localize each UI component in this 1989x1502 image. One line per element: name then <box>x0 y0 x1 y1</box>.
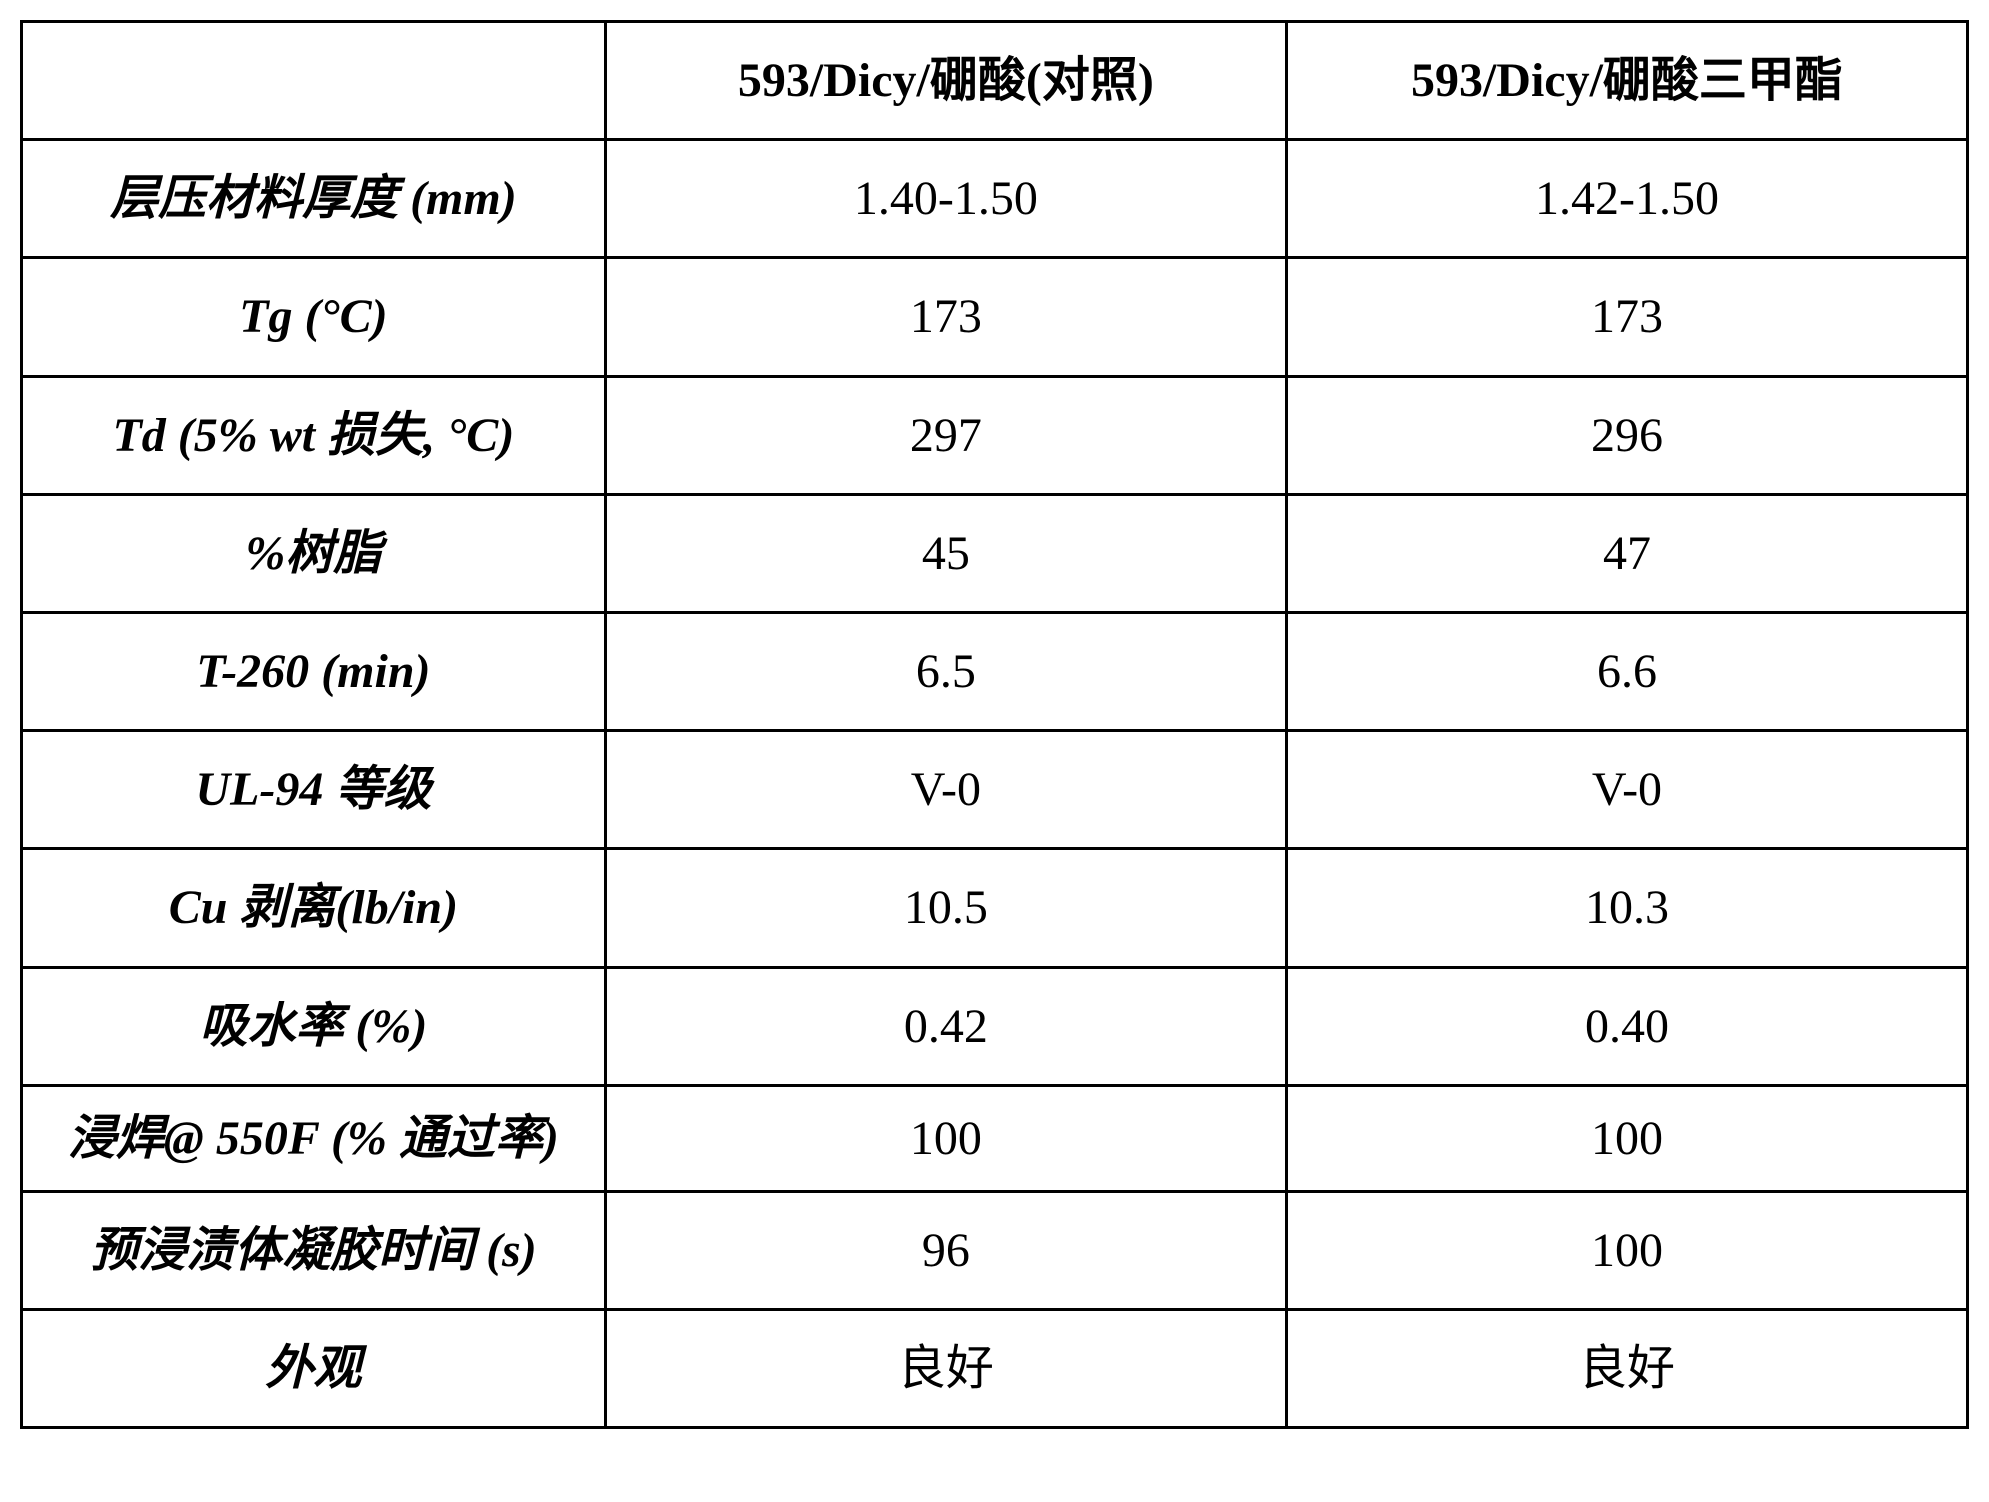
table-row: Cu 剥离(lb/in) 10.5 10.3 <box>22 849 1968 967</box>
row-value-col2: 296 <box>1286 376 1967 494</box>
row-value-col2: 100 <box>1286 1085 1967 1191</box>
row-value-col1: 173 <box>605 258 1286 376</box>
row-label: T-260 (min) <box>22 612 606 730</box>
row-value-col1: 0.42 <box>605 967 1286 1085</box>
table-row: 层压材料厚度 (mm) 1.40-1.50 1.42-1.50 <box>22 140 1968 258</box>
row-label: 预浸渍体凝胶时间 (s) <box>22 1191 606 1309</box>
row-value-col2: 0.40 <box>1286 967 1967 1085</box>
table-row: UL-94 等级 V-0 V-0 <box>22 731 1968 849</box>
table-header-col2: 593/Dicy/硼酸三甲酯 <box>1286 22 1967 140</box>
row-value-col1: 100 <box>605 1085 1286 1191</box>
table-row: 外观 良好 良好 <box>22 1310 1968 1428</box>
row-label: %树脂 <box>22 494 606 612</box>
table-row: %树脂 45 47 <box>22 494 1968 612</box>
row-value-col1: 45 <box>605 494 1286 612</box>
row-value-col2: 173 <box>1286 258 1967 376</box>
row-label: Td (5% wt 损失, °C) <box>22 376 606 494</box>
table-row: Td (5% wt 损失, °C) 297 296 <box>22 376 1968 494</box>
table-row: T-260 (min) 6.5 6.6 <box>22 612 1968 730</box>
table-row: 吸水率 (%) 0.42 0.40 <box>22 967 1968 1085</box>
row-value-col1: 96 <box>605 1191 1286 1309</box>
row-label: 吸水率 (%) <box>22 967 606 1085</box>
row-value-col2: 10.3 <box>1286 849 1967 967</box>
comparison-table: 593/Dicy/硼酸(对照) 593/Dicy/硼酸三甲酯 层压材料厚度 (m… <box>20 20 1969 1429</box>
row-value-col2: 良好 <box>1286 1310 1967 1428</box>
row-label: 外观 <box>22 1310 606 1428</box>
row-value-col1: 6.5 <box>605 612 1286 730</box>
row-value-col1: 297 <box>605 376 1286 494</box>
row-label: UL-94 等级 <box>22 731 606 849</box>
row-value-col2: 47 <box>1286 494 1967 612</box>
row-value-col1: V-0 <box>605 731 1286 849</box>
table-header-col1: 593/Dicy/硼酸(对照) <box>605 22 1286 140</box>
row-label: Tg (°C) <box>22 258 606 376</box>
row-label: Cu 剥离(lb/in) <box>22 849 606 967</box>
table-row: Tg (°C) 173 173 <box>22 258 1968 376</box>
row-label: 层压材料厚度 (mm) <box>22 140 606 258</box>
table-header-empty <box>22 22 606 140</box>
row-value-col1: 良好 <box>605 1310 1286 1428</box>
row-value-col2: 100 <box>1286 1191 1967 1309</box>
row-value-col2: 6.6 <box>1286 612 1967 730</box>
table-row: 预浸渍体凝胶时间 (s) 96 100 <box>22 1191 1968 1309</box>
row-value-col1: 1.40-1.50 <box>605 140 1286 258</box>
table-row: 浸焊@ 550F (% 通过率) 100 100 <box>22 1085 1968 1191</box>
table-header-row: 593/Dicy/硼酸(对照) 593/Dicy/硼酸三甲酯 <box>22 22 1968 140</box>
row-value-col2: V-0 <box>1286 731 1967 849</box>
row-value-col1: 10.5 <box>605 849 1286 967</box>
row-label: 浸焊@ 550F (% 通过率) <box>22 1085 606 1191</box>
row-value-col2: 1.42-1.50 <box>1286 140 1967 258</box>
